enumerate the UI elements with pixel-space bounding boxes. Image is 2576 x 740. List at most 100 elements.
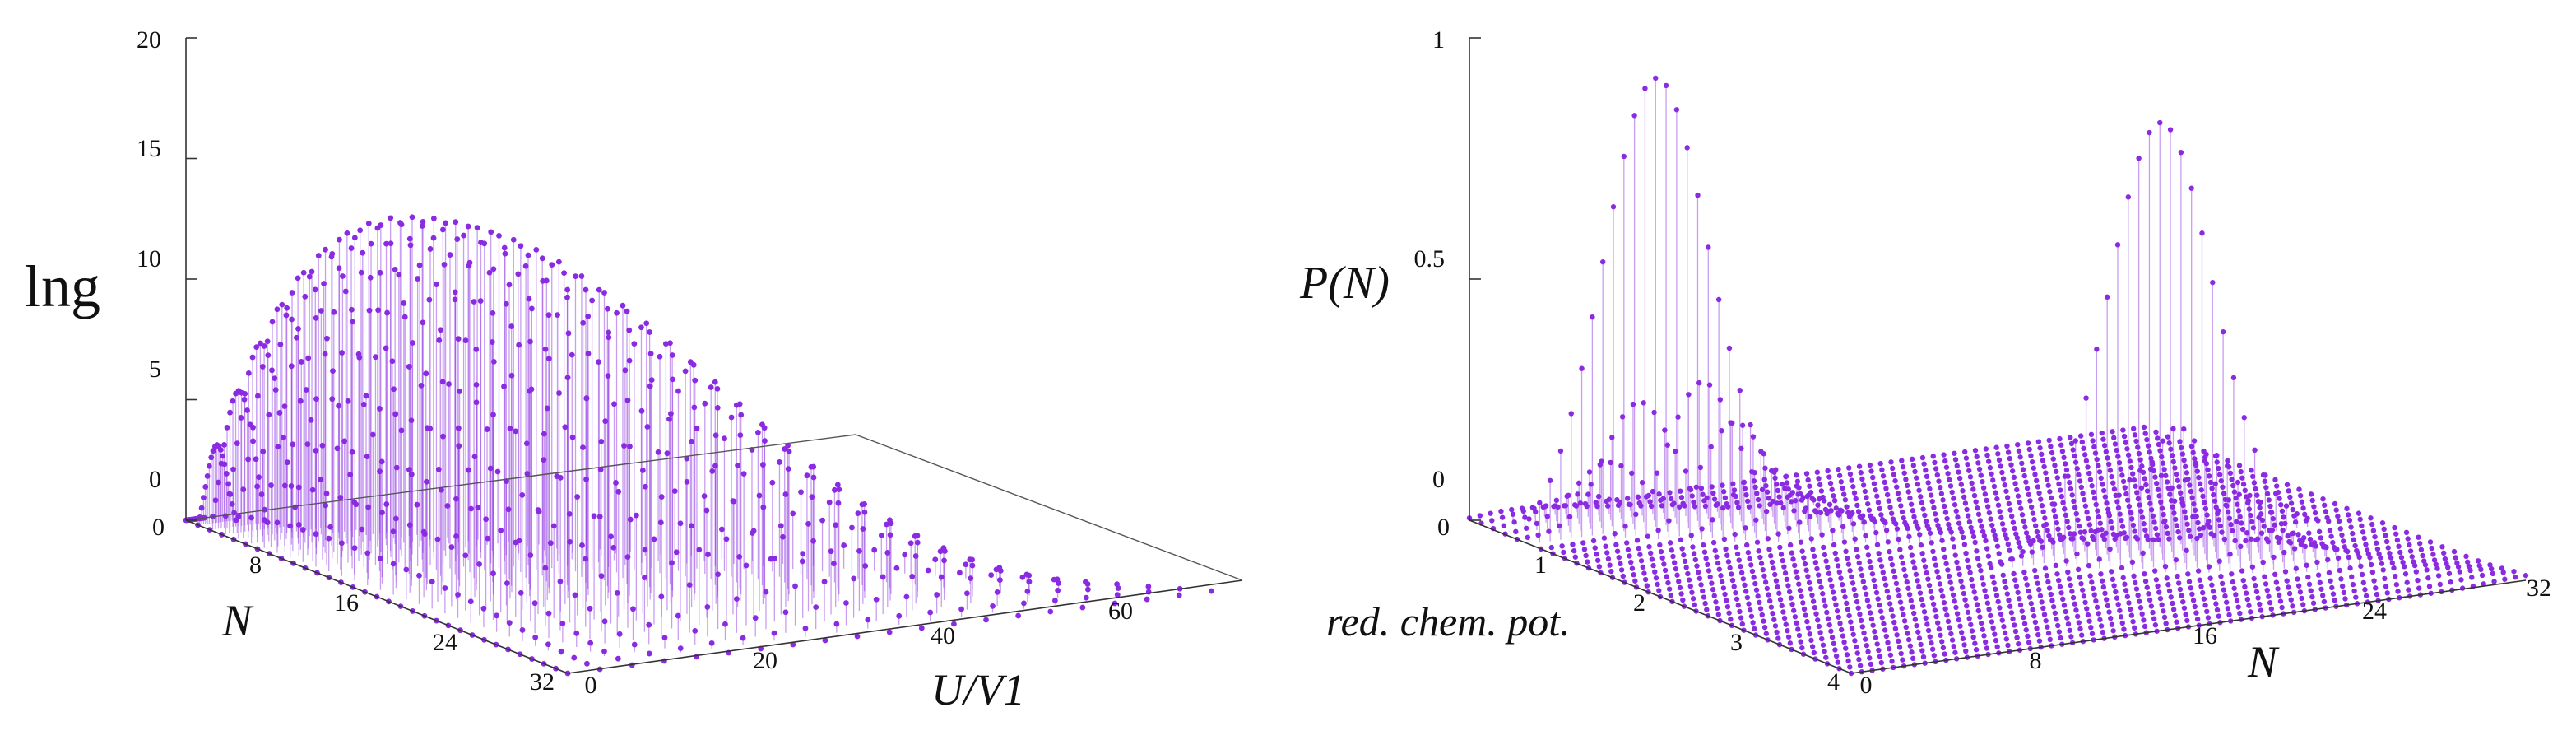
right-data-point: [2072, 438, 2078, 444]
right-data-point: [2341, 589, 2347, 596]
left-data-point: [639, 468, 646, 473]
right-data-point: [2000, 476, 2007, 482]
left-data-point: [513, 539, 519, 546]
right-data-point: [1673, 565, 1679, 572]
right-data-point: [2035, 484, 2041, 490]
left-z-tick-10: 10: [137, 245, 161, 272]
right-data-point: [2051, 507, 2057, 514]
right-data-point: [2183, 463, 2188, 469]
left-data-point: [835, 500, 842, 506]
right-mu-tick-4: 4: [1827, 668, 1840, 696]
left-data-point: [545, 356, 552, 362]
right-data-point: [1901, 566, 1907, 573]
left-data-point: [300, 269, 307, 276]
left-data-point: [455, 336, 462, 342]
right-data-point: [1902, 573, 1909, 579]
right-data-point: [2040, 605, 2046, 612]
left-data-point: [994, 589, 1000, 595]
right-data-point: [2434, 565, 2440, 571]
right-data-point: [1658, 548, 1664, 555]
right-data-point: [1846, 465, 1852, 471]
right-data-point: [1678, 537, 1684, 542]
right-data-point: [2110, 576, 2116, 583]
right-data-point: [2161, 467, 2167, 472]
right-data-point: [2242, 487, 2248, 494]
right-data-point: [1851, 490, 1858, 496]
right-data-point: [2445, 565, 2451, 570]
right-data-point: [1650, 488, 1656, 495]
left-data-point: [272, 375, 278, 382]
right-data-point: [2002, 482, 2007, 488]
right-data-point: [1896, 638, 1901, 645]
right-data-point: [2028, 453, 2034, 458]
right-data-point: [2094, 604, 2100, 610]
left-data-point: [712, 379, 718, 385]
right-data-point: [1922, 512, 1928, 519]
right-data-point: [1678, 495, 1685, 500]
left-data-point: [377, 406, 383, 412]
left-z-title-text: lng: [25, 254, 100, 319]
left-data-point: [319, 442, 326, 449]
left-data-point: [295, 275, 301, 282]
left-data-point: [722, 621, 728, 627]
right-data-point: [2070, 594, 2077, 601]
left-data-point: [390, 528, 397, 535]
right-data-point: [2201, 500, 2207, 505]
right-data-point: [1942, 458, 1948, 464]
left-data-point: [912, 553, 919, 559]
right-data-point: [2121, 433, 2128, 440]
right-data-point: [1771, 565, 1776, 571]
left-data-point: [406, 364, 412, 370]
right-data-point: [1715, 560, 1721, 566]
right-data-point: [1661, 561, 1667, 567]
right-data-point: [1618, 567, 1625, 573]
left-data-point: [714, 404, 721, 411]
right-data-point: [1683, 468, 1689, 474]
right-data-point: [1720, 489, 1727, 495]
left-data-point: [506, 620, 513, 626]
left-data-point: [330, 368, 336, 374]
left-data-point: [476, 561, 483, 567]
right-data-point: [1904, 482, 1910, 489]
right-data-point: [2086, 618, 2092, 624]
right-data-point: [2081, 445, 2086, 451]
right-data-point: [2008, 610, 2015, 616]
right-data-point: [1726, 345, 1733, 351]
right-data-point: [1951, 544, 1957, 550]
left-data-point: [266, 412, 272, 418]
right-data-point: [1905, 489, 1911, 495]
left-data-point: [226, 491, 233, 497]
right-data-point: [1785, 494, 1790, 500]
right-data-point: [1854, 650, 1860, 656]
right-data-point: [1835, 563, 1841, 569]
right-data-point: [2023, 627, 2029, 633]
right-data-point: [1888, 607, 1895, 613]
right-data-point: [1877, 608, 1884, 614]
right-data-point: [2345, 512, 2351, 518]
right-data-point: [1757, 606, 1764, 612]
right-data-point: [2127, 606, 2133, 612]
left-data-point: [969, 556, 975, 563]
right-data-point: [1963, 550, 1969, 556]
right-data-point: [2420, 552, 2425, 559]
right-data-point: [1983, 593, 1989, 600]
left-data-point: [692, 627, 699, 634]
right-data-point: [1734, 544, 1739, 550]
left-data-point: [1114, 592, 1121, 598]
right-data-point: [1546, 528, 1552, 534]
right-data-point: [1605, 503, 1611, 509]
right-data-point: [1907, 495, 1913, 501]
right-data-point: [1986, 607, 1992, 612]
right-data-point: [1670, 553, 1676, 560]
right-data-point: [2221, 491, 2227, 496]
right-data-point: [2179, 593, 2184, 598]
right-data-point: [1596, 564, 1603, 570]
right-data-point: [1895, 491, 1901, 496]
left-data-point: [309, 268, 315, 275]
right-data-point: [2500, 570, 2506, 575]
right-data-point: [2111, 486, 2118, 492]
right-data-point: [2167, 491, 2173, 497]
left-data-point: [420, 528, 427, 535]
right-data-point: [2236, 491, 2242, 497]
right-data-point: [1671, 500, 1677, 506]
